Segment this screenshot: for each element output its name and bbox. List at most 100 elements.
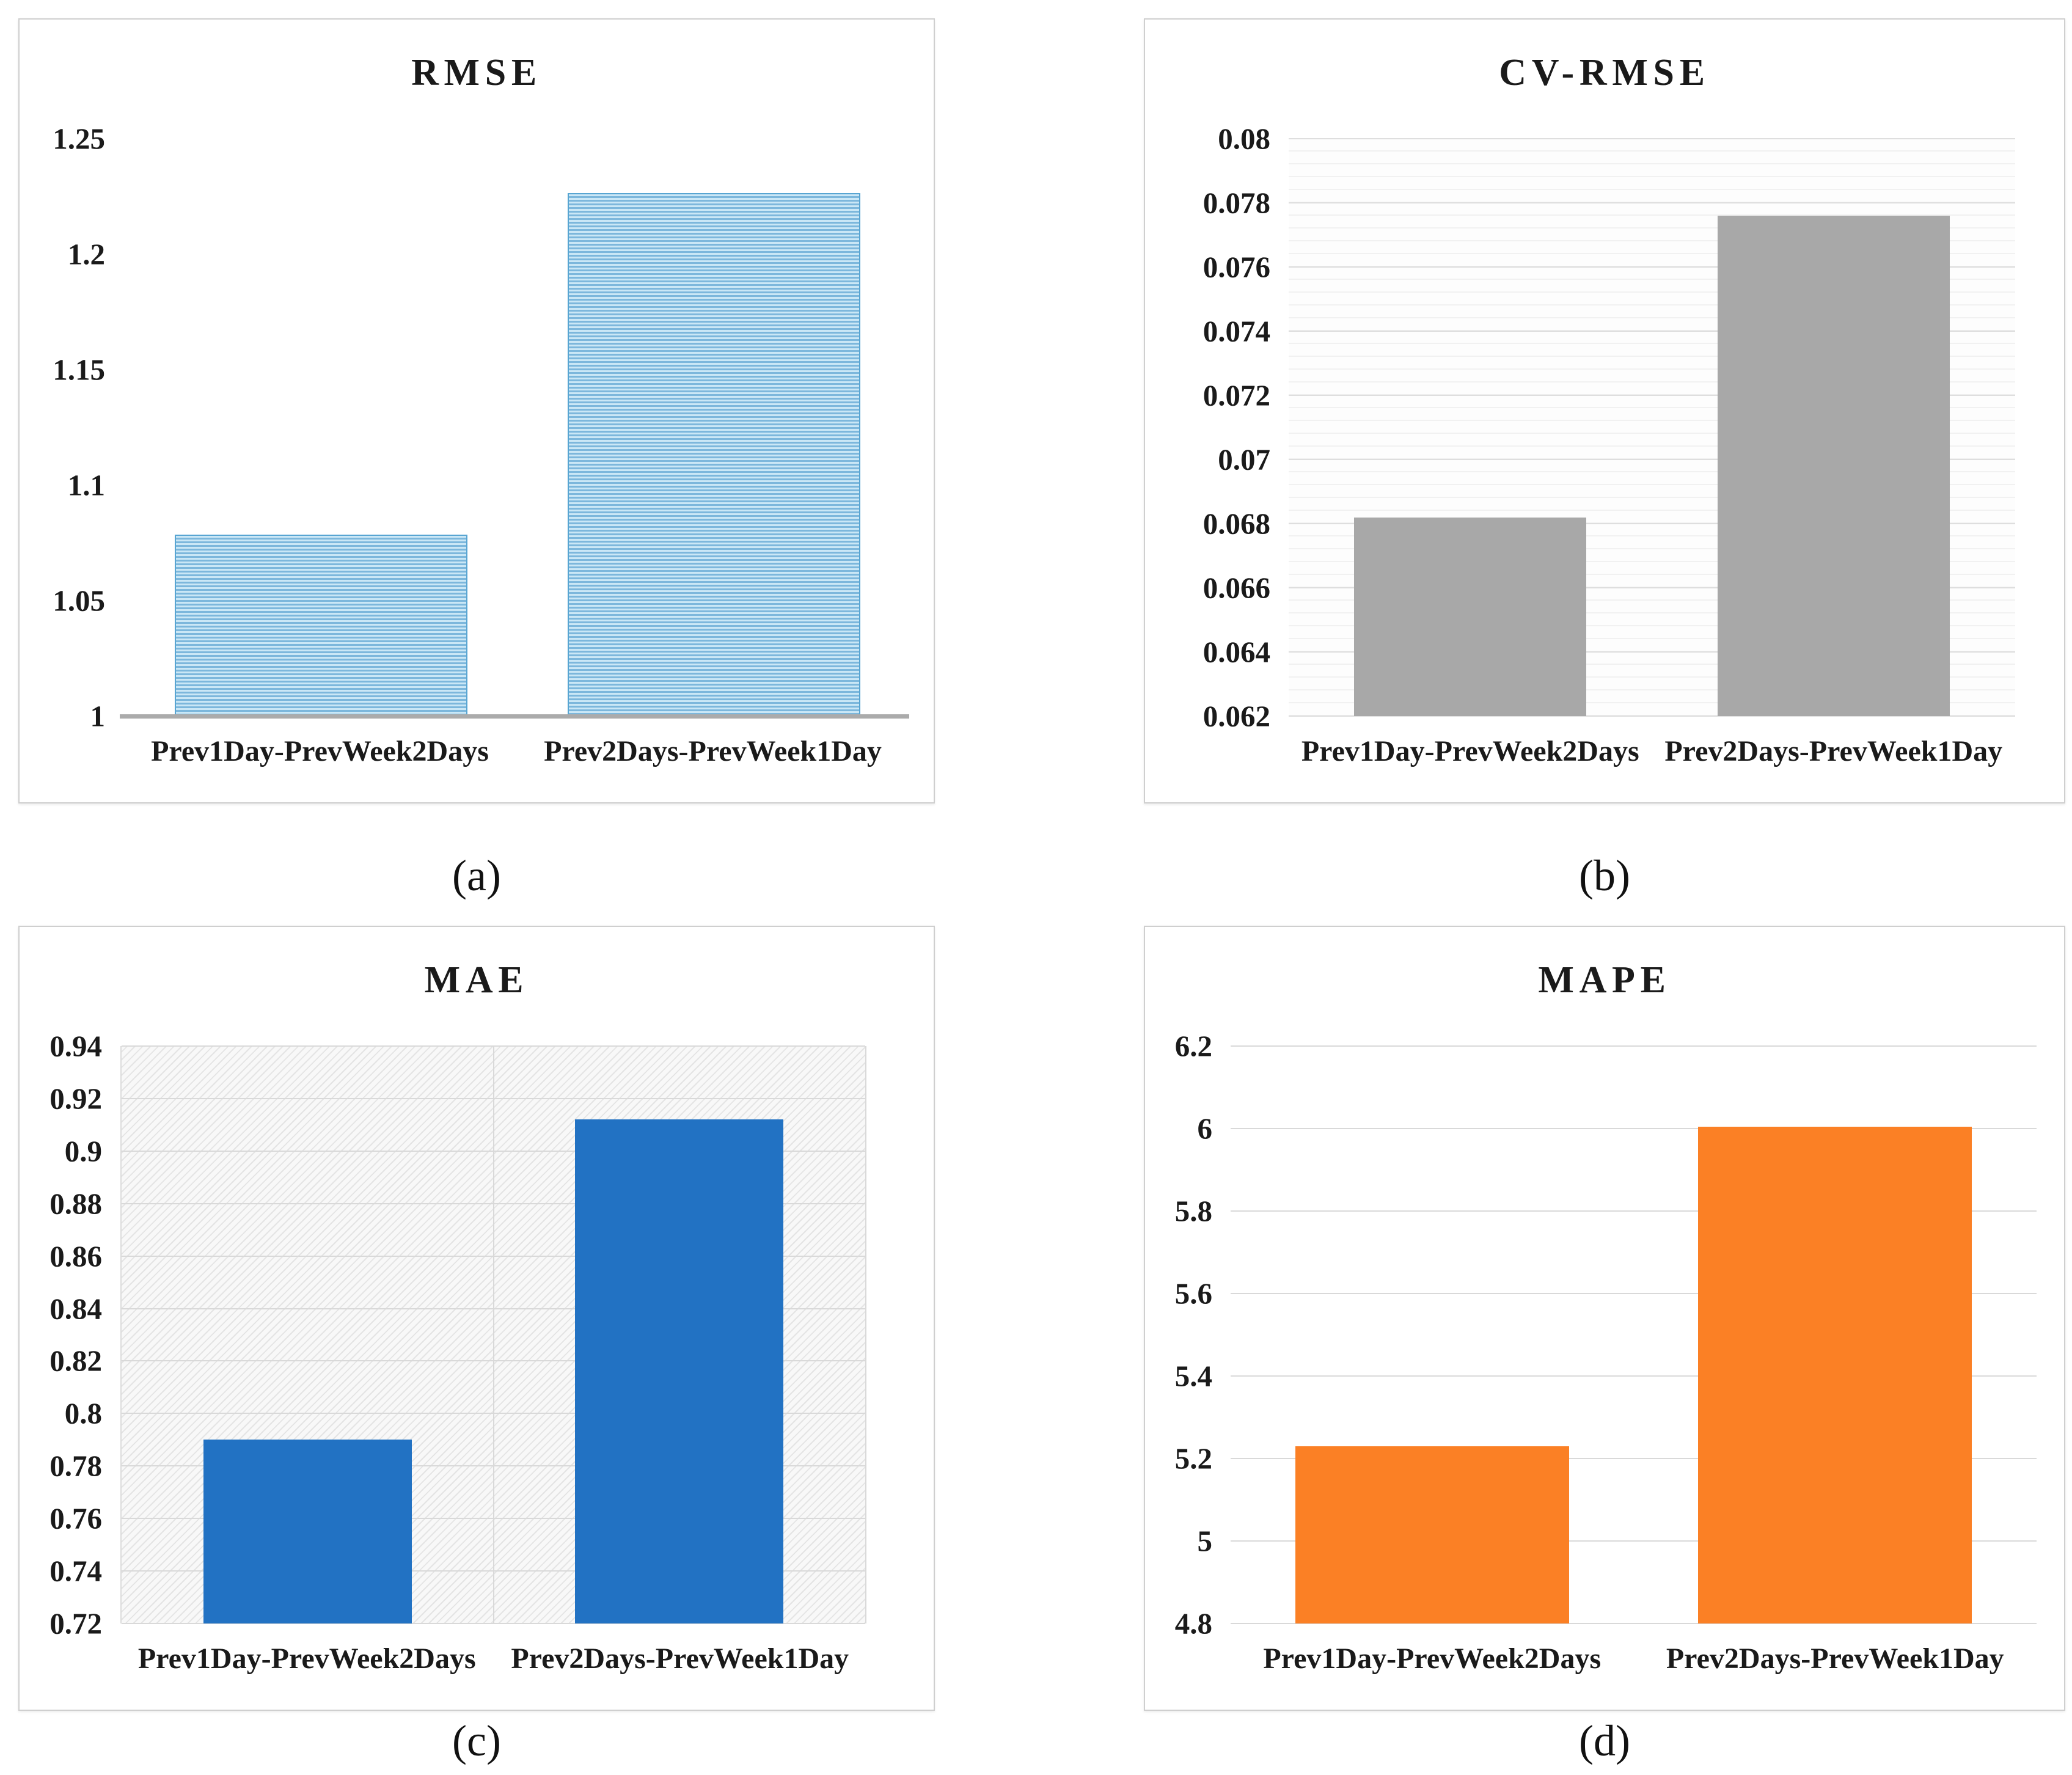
chart-panel-b: CV-RMSE 0.062 0.064 0.066 0.068 0.07 0.072 0.07… (1144, 18, 2065, 803)
bar-b-2 (1717, 216, 1950, 716)
bar-c-1 (203, 1440, 412, 1623)
gridline (1231, 1540, 2037, 1542)
gridline (1231, 1293, 2037, 1295)
y-tick-label: 5.8 (1174, 1194, 1212, 1228)
x-category-label: Prev2Days-PrevWeek1Day (544, 735, 882, 767)
gridline (1231, 1375, 2037, 1377)
plot-area-c (120, 1045, 866, 1624)
chart-title-b: CV-RMSE (1499, 52, 1710, 93)
y-tick-label: 1.15 (53, 353, 105, 387)
y-axis-ticks-a: 1 1.05 1.1 1.15 1.2 1.25 (20, 124, 123, 731)
gridline (1231, 1623, 2037, 1624)
y-tick-label: 0.78 (49, 1449, 102, 1483)
gridline (1231, 1458, 2037, 1460)
y-tick-label: 6 (1197, 1111, 1213, 1146)
x-axis-labels-c: Prev1Day-PrevWeek2Days Prev2Days-PrevWeek… (120, 1634, 866, 1696)
bar-a-2 (567, 192, 861, 716)
bar-a-1 (174, 535, 468, 716)
chart-title-c: MAE (424, 959, 529, 1001)
gridline (1231, 1128, 2037, 1129)
y-tick-label: 5.6 (1174, 1276, 1212, 1311)
gridline (1289, 715, 2015, 717)
y-tick-label: 0.76 (49, 1501, 102, 1535)
y-tick-label: 1.2 (67, 237, 105, 271)
chart-area-c: 0.72 0.74 0.76 0.78 0.8 0.82 0.84 0.86 0.88 0.9 0.… (20, 1031, 934, 1639)
y-tick-label: 0.88 (49, 1187, 102, 1221)
category-separator-line (492, 1046, 494, 1623)
x-category-label: Prev2Days-PrevWeek1Day (1666, 1642, 2004, 1675)
y-axis-ticks-c: 0.72 0.74 0.76 0.78 0.8 0.82 0.84 0.86 0.88 0.9 0.… (20, 1031, 120, 1639)
y-tick-label: 0.86 (49, 1239, 102, 1273)
bar-b-1 (1354, 517, 1587, 716)
x-category-label: Prev1Day-PrevWeek2Days (1301, 735, 1639, 767)
x-category-label: Prev1Day-PrevWeek2Days (137, 1642, 476, 1675)
y-tick-label: 0.74 (49, 1554, 102, 1588)
y-tick-label: 6.2 (1174, 1029, 1212, 1063)
y-tick-label: 0.92 (49, 1081, 102, 1116)
y-tick-label: 5.2 (1174, 1441, 1212, 1476)
y-tick-label: 0.94 (49, 1029, 102, 1063)
chart-panel-d: MAPE 4.8 5 5.2 5.4 5.6 5.8 6 6.2 Prev1Day-PrevWee… (1144, 926, 2065, 1711)
gridline (1289, 331, 2015, 332)
y-tick-label: 0.82 (49, 1344, 102, 1378)
y-tick-label: 0.8 (64, 1396, 102, 1430)
y-tick-label: 1.1 (67, 468, 105, 502)
y-tick-label: 0.076 (1203, 250, 1270, 284)
gridline (1289, 459, 2015, 461)
bar-d-2 (1698, 1126, 1972, 1623)
panel-caption-c: (c) (452, 1716, 501, 1765)
bar-d-1 (1295, 1446, 1569, 1623)
x-category-label: Prev2Days-PrevWeek1Day (1664, 735, 2003, 767)
panel-caption-a: (a) (452, 851, 501, 900)
x-axis-labels-d: Prev1Day-PrevWeek2Days Prev2Days-PrevWeek… (1231, 1634, 2037, 1696)
gridline (1289, 523, 2015, 525)
y-tick-label: 0.072 (1203, 378, 1270, 412)
panel-caption-d: (d) (1579, 1716, 1630, 1765)
y-tick-label: 0.074 (1203, 314, 1270, 348)
y-tick-label: 4.8 (1174, 1606, 1212, 1641)
chart-title-a: RMSE (411, 52, 542, 93)
y-tick-label: 0.066 (1203, 571, 1270, 605)
chart-title-d: MAPE (1538, 959, 1671, 1001)
y-axis-ticks-b: 0.062 0.064 0.066 0.068 0.07 0.072 0.074 0.076 0… (1145, 124, 1289, 731)
y-tick-label: 0.9 (64, 1134, 102, 1168)
plot-area-a (120, 139, 909, 719)
x-axis-line (120, 714, 909, 719)
gridline (1289, 202, 2015, 204)
x-axis-labels-b: Prev1Day-PrevWeek2Days Prev2Days-PrevWeek… (1289, 727, 2015, 788)
gridline (1231, 1045, 2037, 1047)
gridline (1231, 1210, 2037, 1212)
y-tick-label: 5 (1197, 1524, 1213, 1558)
panel-caption-b: (b) (1579, 851, 1630, 900)
y-tick-label: 0.068 (1203, 507, 1270, 541)
gridline (1289, 395, 2015, 396)
y-tick-label: 0.08 (1218, 122, 1270, 156)
x-category-label: Prev1Day-PrevWeek2Days (151, 735, 489, 767)
y-tick-label: 5.4 (1174, 1359, 1212, 1393)
chart-area-a: 1 1.05 1.1 1.15 1.2 1.25 (20, 124, 934, 731)
chart-panel-a: RMSE 1 1.05 1.1 1.15 1.2 1.25 Prev1Day-PrevWeek… (18, 18, 935, 803)
plot-area-d (1231, 1045, 2037, 1624)
y-axis-ticks-d: 4.8 5 5.2 5.4 5.6 5.8 6 6.2 (1145, 1031, 1231, 1639)
y-tick-label: 0.064 (1203, 635, 1270, 669)
gridline (1289, 138, 2015, 139)
y-tick-label: 0.84 (49, 1292, 102, 1326)
gridline (1289, 651, 2015, 653)
chart-panel-c: MAE 0.72 0.74 0.76 0.78 0.8 0.82 0.84 0.86 0.88 0.… (18, 926, 935, 1711)
y-tick-label: 0.72 (49, 1606, 102, 1641)
chart-area-d: 4.8 5 5.2 5.4 5.6 5.8 6 6.2 (1145, 1031, 2064, 1639)
y-tick-label: 1.25 (53, 122, 105, 156)
bar-c-2 (575, 1119, 784, 1623)
x-axis-labels-a: Prev1Day-PrevWeek2Days Prev2Days-PrevWeek… (123, 727, 909, 788)
y-tick-label: 0.07 (1218, 442, 1270, 477)
y-tick-label: 1 (90, 699, 106, 733)
chart-area-b: 0.062 0.064 0.066 0.068 0.07 0.072 0.074 0.076 0… (1145, 124, 2064, 731)
plot-area-b (1289, 138, 2015, 717)
x-category-label: Prev1Day-PrevWeek2Days (1263, 1642, 1602, 1675)
gridline (122, 1623, 865, 1624)
gridline (1289, 587, 2015, 589)
gridline (1289, 266, 2015, 268)
y-tick-label: 0.078 (1203, 186, 1270, 220)
y-tick-label: 0.062 (1203, 699, 1270, 733)
